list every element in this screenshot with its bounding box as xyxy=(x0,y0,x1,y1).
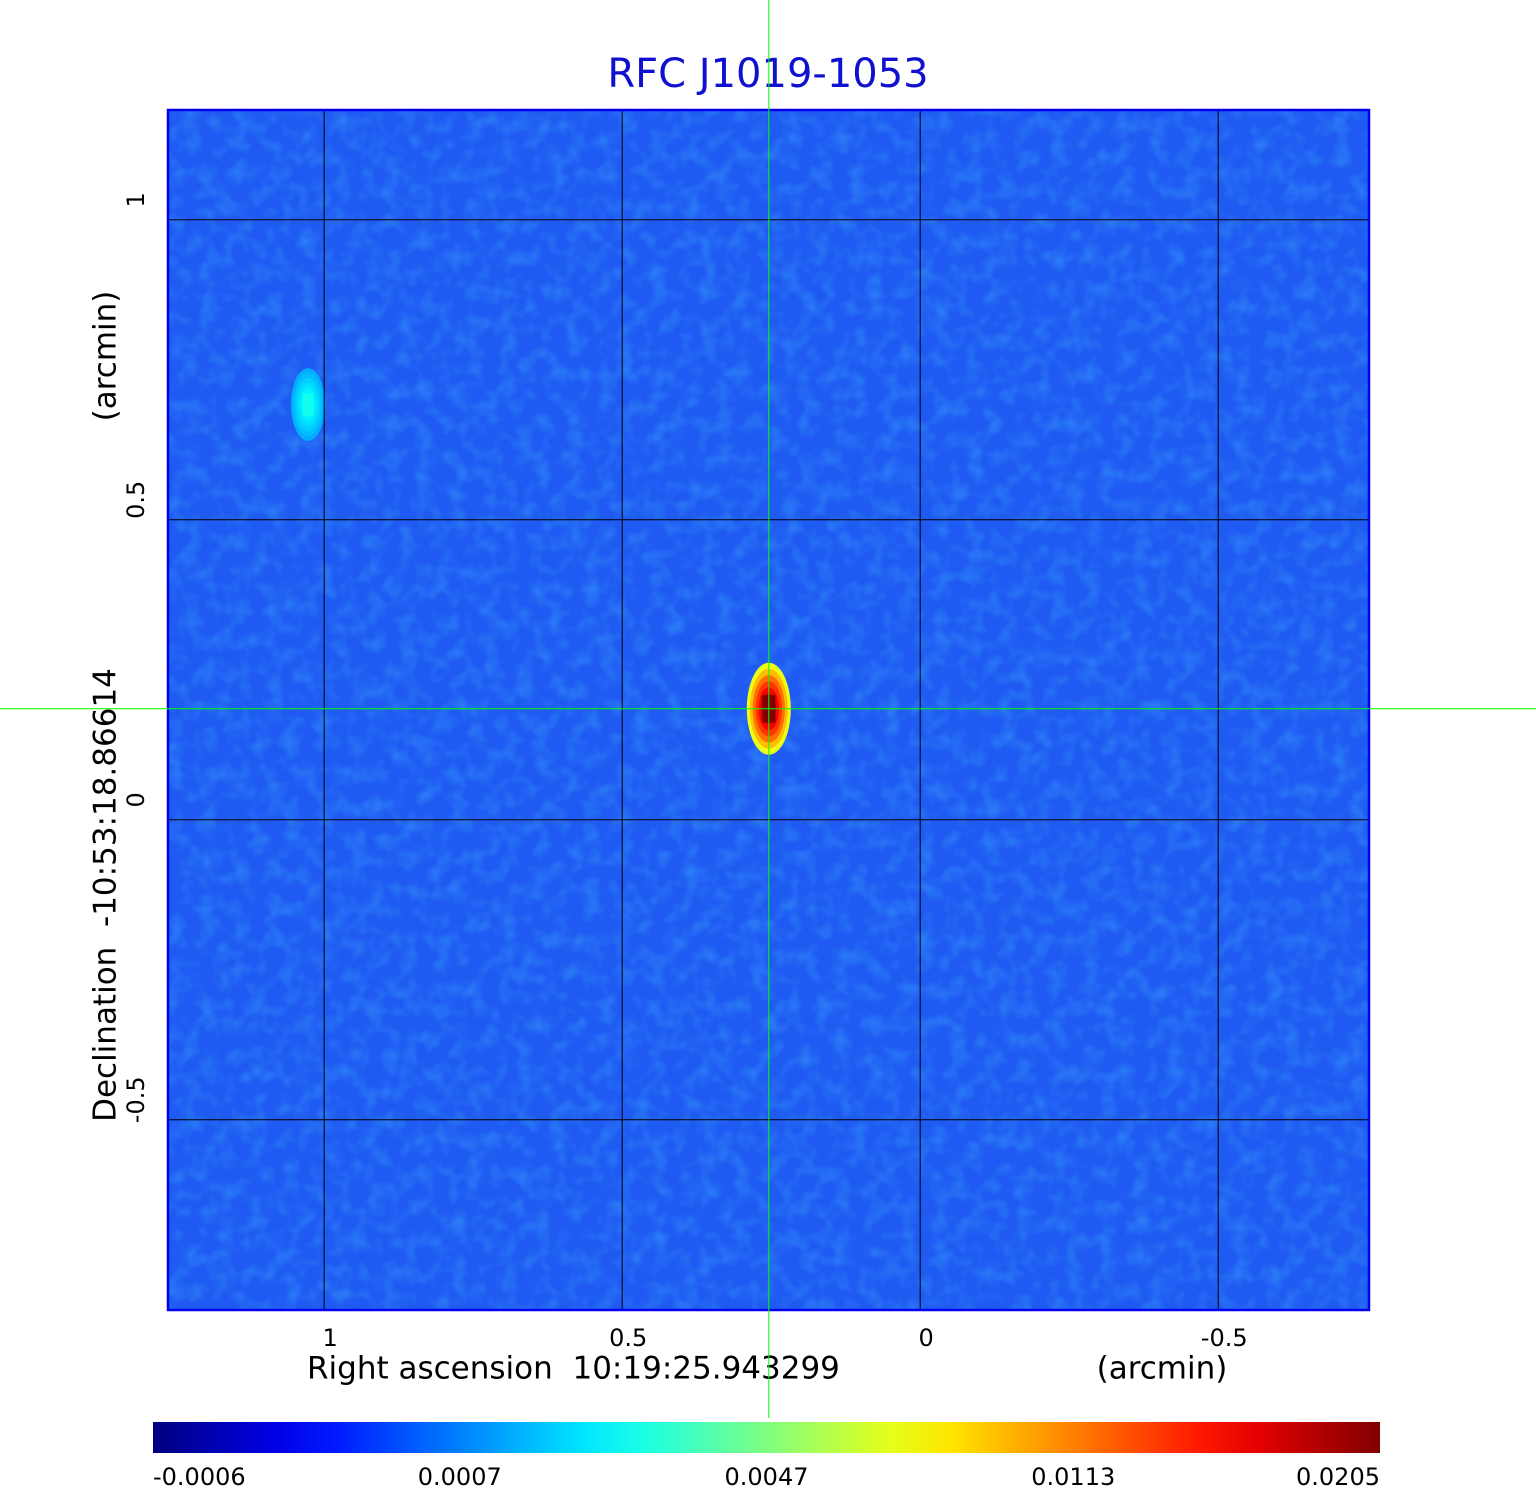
colorbar-tick-label: 0.0007 xyxy=(418,1463,502,1491)
y-tick-label: -0.5 xyxy=(122,1076,150,1123)
colorbar-tick-label: 0.0205 xyxy=(1296,1463,1380,1491)
x-tick-label: 1 xyxy=(323,1324,338,1352)
x-axis-unit: (arcmin) xyxy=(1097,1351,1228,1387)
x-tick-label: 0 xyxy=(919,1324,934,1352)
x-axis-label: Right ascension 10:19:25.943299 xyxy=(307,1351,840,1387)
x-tick-label: -0.5 xyxy=(1201,1324,1248,1352)
colorbar-tick-label: -0.0006 xyxy=(153,1463,246,1491)
colorbar-tick-label: 0.0047 xyxy=(725,1463,809,1491)
y-axis-unit: (arcmin) xyxy=(88,291,124,422)
x-tick-label: 0.5 xyxy=(609,1324,647,1352)
chart-title: RFC J1019-1053 xyxy=(607,51,928,97)
colorbar-tick-label: 0.0113 xyxy=(1031,1463,1115,1491)
colorbar xyxy=(153,1422,1380,1453)
y-axis-label: Declination -10:53:18.86614 xyxy=(88,668,124,1122)
y-tick-label: 0.5 xyxy=(122,481,150,519)
y-tick-label: 1 xyxy=(122,192,150,207)
source-peak xyxy=(302,393,314,416)
y-tick-label: 0 xyxy=(122,792,150,807)
